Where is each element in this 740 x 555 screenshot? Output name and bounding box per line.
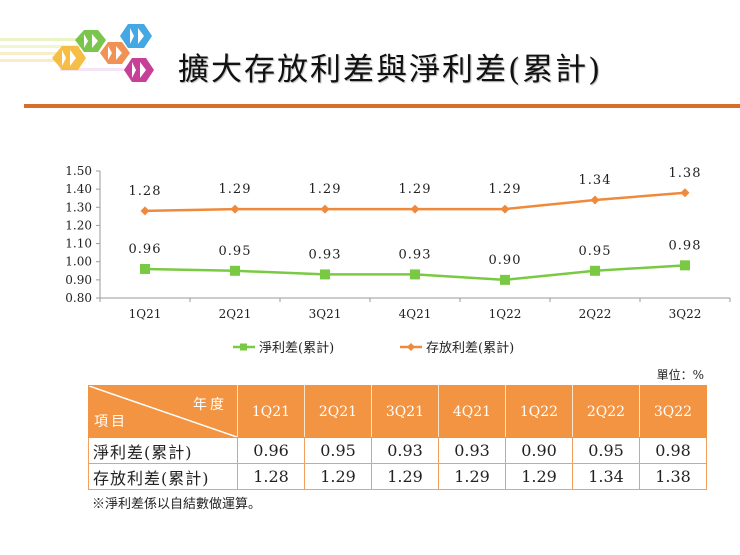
legend-item-deposit-loan-spread: 存放利差(累計) [400, 337, 514, 356]
column-header: 2Q21 [304, 385, 372, 438]
y-tick-label: 1.10 [65, 237, 92, 251]
table-cell: 1.28 [237, 463, 305, 490]
y-tick-label: 1.30 [65, 200, 92, 214]
column-header: 3Q21 [371, 385, 439, 438]
data-point-marker [410, 204, 420, 214]
row-label: 存放利差(累計) [88, 463, 238, 490]
column-header: 2Q22 [572, 385, 640, 438]
data-point-marker [140, 263, 150, 274]
table-header-row: 年度 項目 1Q21 2Q21 3Q21 4Q21 1Q22 2Q22 3Q22 [88, 385, 707, 438]
table-cell: 1.29 [371, 463, 439, 490]
y-tick-label: 0.80 [65, 291, 92, 305]
y-tick-label: 1.40 [65, 182, 92, 196]
data-label: 1.29 [489, 182, 522, 197]
table-cell: 0.96 [237, 437, 305, 464]
y-tick-label: 1.50 [65, 164, 92, 178]
title-divider [24, 104, 740, 108]
table-cell: 1.29 [438, 463, 506, 490]
legend-item-net-interest-margin: 淨利差(累計) [233, 337, 334, 356]
data-label: 0.95 [219, 244, 252, 259]
column-header: 1Q22 [505, 385, 573, 438]
footnote: ※淨利差係以自結數做運算。 [92, 497, 262, 512]
data-label: 0.98 [669, 238, 702, 253]
data-point-marker [410, 269, 420, 280]
row-label: 淨利差(累計) [88, 437, 238, 464]
diagonal-divider [89, 386, 237, 437]
column-header: 4Q21 [438, 385, 506, 438]
data-label: 1.28 [129, 184, 162, 199]
data-point-marker [320, 269, 330, 280]
data-point-marker [590, 195, 600, 205]
column-header: 3Q22 [639, 385, 707, 438]
data-label: 0.93 [309, 247, 342, 262]
table-cell: 0.95 [304, 437, 372, 464]
line-chart: 1.50 1.40 1.30 1.20 1.10 1.00 0.90 0.80 1Q21 2Q21… [0, 150, 740, 360]
chart-legend: 淨利差(累計) 存放利差(累計) [0, 337, 740, 357]
table-cell: 1.29 [505, 463, 573, 490]
x-tick-label: 2Q21 [219, 307, 252, 321]
data-point-marker [500, 274, 510, 285]
y-tick-label: 1.20 [65, 218, 92, 232]
x-tick-label: 2Q22 [579, 307, 612, 321]
x-tick-label: 1Q21 [129, 307, 162, 321]
y-tick-label: 1.00 [65, 255, 92, 269]
table-cell: 1.38 [639, 463, 707, 490]
data-label: 0.93 [399, 247, 432, 262]
data-label: 1.29 [399, 182, 432, 197]
table-cell: 1.29 [304, 463, 372, 490]
x-tick-label: 3Q21 [309, 307, 342, 321]
page-title: 擴大存放利差與淨利差(累計) [178, 52, 603, 88]
table-cell: 0.90 [505, 437, 573, 464]
table-cell: 0.93 [371, 437, 439, 464]
company-logo [0, 20, 165, 90]
table-row: 存放利差(累計) 1.28 1.29 1.29 1.29 1.29 1.34 1… [88, 463, 707, 490]
data-point-marker [320, 204, 330, 214]
data-label: 0.90 [489, 253, 522, 268]
green-square-line-icon [233, 343, 255, 350]
data-point-marker [500, 204, 510, 214]
unit-label: 單位：% [656, 368, 704, 382]
table-cell: 0.95 [572, 437, 640, 464]
data-table: 年度 項目 1Q21 2Q21 3Q21 4Q21 1Q22 2Q22 3Q22… [88, 385, 707, 490]
data-label: 1.38 [669, 166, 702, 181]
data-label: 0.95 [579, 244, 612, 259]
y-tick-label: 0.90 [65, 273, 92, 287]
chart-canvas: 1.50 1.40 1.30 1.20 1.10 1.00 0.90 0.80 1Q21 2Q21… [65, 164, 731, 321]
data-point-marker [140, 206, 150, 216]
corner-row-label: 項目 [94, 414, 128, 430]
data-point-marker [590, 265, 600, 276]
column-header: 1Q21 [237, 385, 305, 438]
logo-hexagons-icon [0, 24, 154, 82]
data-point-marker [680, 188, 690, 198]
data-label: 1.29 [219, 182, 252, 197]
data-point-marker [230, 204, 240, 214]
orange-diamond-line-icon [400, 342, 422, 351]
x-tick-label: 3Q22 [669, 307, 702, 321]
table-corner-cell: 年度 項目 [88, 385, 238, 438]
data-label: 1.34 [579, 173, 612, 188]
data-label: 0.96 [129, 242, 162, 257]
table-cell: 0.98 [639, 437, 707, 464]
table-row: 淨利差(累計) 0.96 0.95 0.93 0.93 0.90 0.95 0.… [88, 437, 707, 464]
table-cell: 0.93 [438, 437, 506, 464]
data-point-marker [680, 260, 690, 271]
x-tick-label: 4Q21 [399, 307, 432, 321]
legend-label: 存放利差(累計) [426, 341, 515, 356]
x-tick-label: 1Q22 [489, 307, 522, 321]
data-point-marker [230, 265, 240, 276]
table-cell: 1.34 [572, 463, 640, 490]
data-label: 1.29 [309, 182, 342, 197]
corner-col-label: 年度 [193, 397, 227, 413]
legend-label: 淨利差(累計) [259, 341, 335, 356]
